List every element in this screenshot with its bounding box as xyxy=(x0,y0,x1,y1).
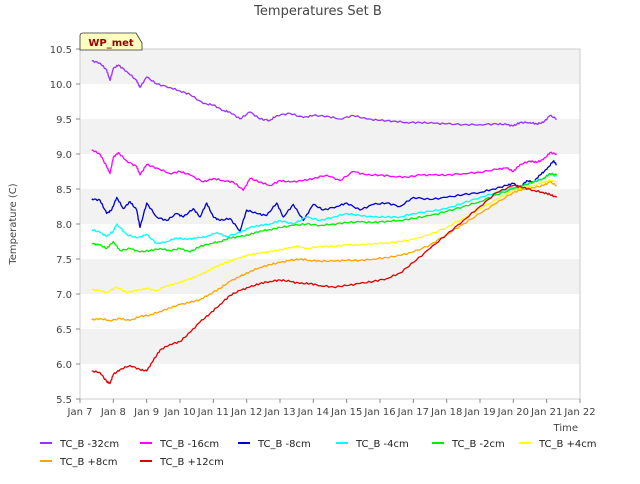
grid-band xyxy=(80,154,580,189)
legend-item: TC_B +4cm xyxy=(519,439,597,450)
y-tick-label: 8.0 xyxy=(56,220,72,231)
y-tick-label: 8.5 xyxy=(56,185,72,196)
x-axis-label: Time xyxy=(553,423,578,434)
x-tick-label: Jan 20 xyxy=(497,407,529,418)
grid-band xyxy=(80,364,580,399)
series-line xyxy=(91,149,557,192)
legend-item: TC_B +12cm xyxy=(140,457,224,468)
x-tick-label: Jan 8 xyxy=(100,407,126,418)
legend-item: TC_B -16cm xyxy=(140,439,219,450)
grid-bands xyxy=(80,49,580,399)
y-tick-label: 9.0 xyxy=(56,150,72,161)
x-tick-label: Jan 10 xyxy=(163,407,195,418)
series-line xyxy=(91,172,558,245)
x-tick-label: Jan 17 xyxy=(397,407,429,418)
x-tick-label: Jan 11 xyxy=(197,407,229,418)
y-tick-label: 6.0 xyxy=(56,360,72,371)
y-tick-label: 5.5 xyxy=(56,395,72,406)
legend-item: TC_B -2cm xyxy=(432,439,505,450)
grid-band xyxy=(80,294,580,329)
y-tick-label: 6.5 xyxy=(56,325,72,336)
series-line xyxy=(91,179,557,294)
x-tick-label: Jan 18 xyxy=(430,407,462,418)
x-tick-label: Jan 21 xyxy=(530,407,562,418)
legend-label: TC_B +4cm xyxy=(538,439,597,450)
chart-title: Temperatures Set B xyxy=(253,4,382,19)
grid-band xyxy=(80,259,580,294)
legend-item: TC_B +8cm xyxy=(40,457,118,468)
x-tick-label: Jan 12 xyxy=(230,407,262,418)
series-line xyxy=(91,59,557,127)
legend-label: TC_B -2cm xyxy=(451,439,505,450)
y-tick-label: 9.5 xyxy=(56,115,72,126)
annotation-box: WP_met xyxy=(79,32,143,51)
grid-band xyxy=(80,84,580,119)
x-tick-label: Jan 16 xyxy=(363,407,395,418)
grid-band xyxy=(80,119,580,154)
annotation-label: WP_met xyxy=(88,38,134,49)
legend: TC_B -32cm TC_B -16cm TC_B -8cm TC_B -4cm TC… xyxy=(40,439,597,468)
x-tick-label: Jan 15 xyxy=(330,407,362,418)
legend-label: TC_B +12cm xyxy=(159,457,224,468)
x-tick-label: Jan 14 xyxy=(297,407,329,418)
y-axis-label: Temperature (C) xyxy=(8,183,19,265)
series-line xyxy=(91,160,557,232)
y-tick-label: 7.5 xyxy=(56,255,72,266)
series-lines xyxy=(91,59,558,385)
y-tick-label: 10.0 xyxy=(50,80,72,91)
legend-label: TC_B -16cm xyxy=(159,439,219,450)
x-axis-ticks: Jan 7 Jan 8 Jan 9 Jan 10 Jan 11 Jan 12 Jan 13 J… xyxy=(67,399,596,418)
grid-band xyxy=(80,329,580,364)
grid-band xyxy=(80,224,580,259)
grid-band xyxy=(80,49,580,84)
legend-label: TC_B +8cm xyxy=(59,457,118,468)
series-line xyxy=(91,184,558,385)
legend-label: TC_B -4cm xyxy=(355,439,409,450)
legend-item: TC_B -32cm xyxy=(40,439,119,450)
series-line xyxy=(91,172,558,253)
series-line xyxy=(91,181,557,322)
y-axis-ticks: 5.5 6.0 6.5 7.0 7.5 8.0 8.5 9.0 9.5 10.0 10.5 xyxy=(50,45,80,406)
y-tick-label: 7.0 xyxy=(56,290,72,301)
x-tick-label: Jan 7 xyxy=(67,407,93,418)
y-tick-label: 10.5 xyxy=(50,45,72,56)
legend-item: TC_B -8cm xyxy=(238,439,311,450)
x-tick-label: Jan 22 xyxy=(563,407,595,418)
x-tick-label: Jan 13 xyxy=(263,407,295,418)
legend-item: TC_B -4cm xyxy=(336,439,409,450)
legend-label: TC_B -32cm xyxy=(59,439,119,450)
x-tick-label: Jan 9 xyxy=(133,407,159,418)
legend-label: TC_B -8cm xyxy=(257,439,311,450)
x-tick-label: Jan 19 xyxy=(463,407,495,418)
